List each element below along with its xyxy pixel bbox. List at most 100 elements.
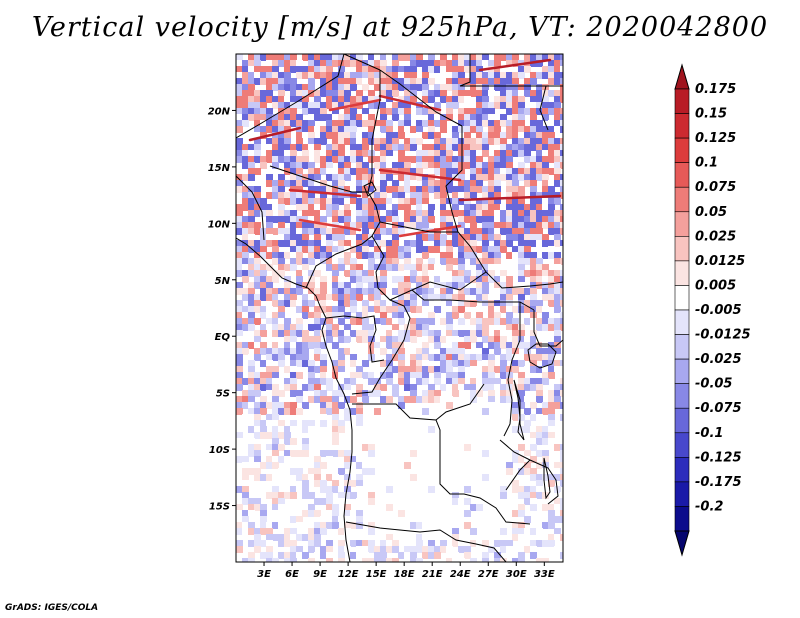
field-cell <box>542 318 549 325</box>
field-cell <box>290 348 297 355</box>
field-cell <box>320 552 327 559</box>
field-cell <box>404 240 411 247</box>
field-cell <box>500 396 507 403</box>
field-cell <box>380 486 387 493</box>
field-cell <box>314 54 321 61</box>
field-cell <box>548 60 555 67</box>
field-cell <box>428 168 435 175</box>
field-cell <box>554 474 561 481</box>
field-cell <box>404 156 411 163</box>
field-cell <box>374 372 381 379</box>
field-cell <box>458 270 465 277</box>
field-cell <box>350 276 357 283</box>
field-cell <box>410 156 417 163</box>
field-cell <box>404 96 411 103</box>
field-cell <box>356 240 363 247</box>
field-cell <box>296 450 303 457</box>
field-cell <box>362 150 369 157</box>
field-cell <box>536 162 543 169</box>
field-cell <box>536 264 543 271</box>
field-cell <box>344 516 351 523</box>
field-cell <box>470 138 477 145</box>
field-cell <box>386 186 393 193</box>
field-cell <box>560 246 563 253</box>
field-cell <box>554 300 561 307</box>
field-cell <box>344 156 351 163</box>
field-cell <box>314 474 321 481</box>
field-cell <box>332 396 339 403</box>
field-cell <box>308 186 315 193</box>
field-cell <box>560 216 563 223</box>
field-cell <box>368 102 375 109</box>
field-cell <box>326 402 333 409</box>
field-cell <box>314 330 321 337</box>
field-cell <box>338 216 345 223</box>
field-cell <box>524 546 531 553</box>
field-cell <box>362 114 369 121</box>
field-cell <box>560 516 563 523</box>
field-cell <box>278 78 285 85</box>
field-cell <box>296 516 303 523</box>
field-cell <box>422 360 429 367</box>
field-cell <box>398 264 405 271</box>
field-cell <box>344 126 351 133</box>
field-cell <box>368 186 375 193</box>
field-cell <box>506 162 513 169</box>
field-cell <box>236 432 243 439</box>
field-cell <box>266 402 273 409</box>
field-cell <box>290 222 297 229</box>
field-cell <box>380 342 387 349</box>
field-cell <box>260 426 267 433</box>
field-cell <box>530 120 537 127</box>
field-cell <box>518 552 525 559</box>
field-cell <box>380 90 387 97</box>
field-cell <box>248 156 255 163</box>
field-cell <box>266 216 273 223</box>
field-cell <box>254 348 261 355</box>
field-cell <box>446 84 453 91</box>
field-cell <box>428 144 435 151</box>
field-cell <box>272 60 279 67</box>
field-cell <box>524 138 531 145</box>
field-cell <box>350 360 357 367</box>
field-cell <box>542 432 549 439</box>
field-cell <box>434 210 441 217</box>
field-cell <box>326 324 333 331</box>
field-cell <box>494 96 501 103</box>
field-cell <box>542 162 549 169</box>
field-cell <box>440 60 447 67</box>
field-cell <box>446 300 453 307</box>
field-cell <box>272 126 279 133</box>
field-cell <box>530 486 537 493</box>
field-cell <box>272 492 279 499</box>
field-cell <box>272 252 279 259</box>
field-cell <box>458 234 465 241</box>
field-cell <box>320 60 327 67</box>
field-cell <box>500 84 507 91</box>
field-cell <box>464 354 471 361</box>
field-cell <box>278 240 285 247</box>
field-cell <box>434 396 441 403</box>
field-cell <box>434 84 441 91</box>
field-cell <box>560 318 563 325</box>
field-cell <box>428 180 435 187</box>
field-cell <box>386 90 393 97</box>
field-cell <box>290 552 297 559</box>
colorbar-label: 0.005 <box>695 278 736 293</box>
field-cell <box>242 276 249 283</box>
field-cell <box>530 546 537 553</box>
field-cell <box>338 150 345 157</box>
field-cell <box>500 162 507 169</box>
field-cell <box>416 246 423 253</box>
field-cell <box>332 216 339 223</box>
field-cell <box>260 324 267 331</box>
field-cell <box>260 282 267 289</box>
field-cell <box>422 330 429 337</box>
field-cell <box>392 138 399 145</box>
field-cell <box>512 330 519 337</box>
field-cell <box>506 108 513 115</box>
field-cell <box>524 270 531 277</box>
field-cell <box>290 342 297 349</box>
field-cell <box>254 432 261 439</box>
field-cell <box>302 492 309 499</box>
